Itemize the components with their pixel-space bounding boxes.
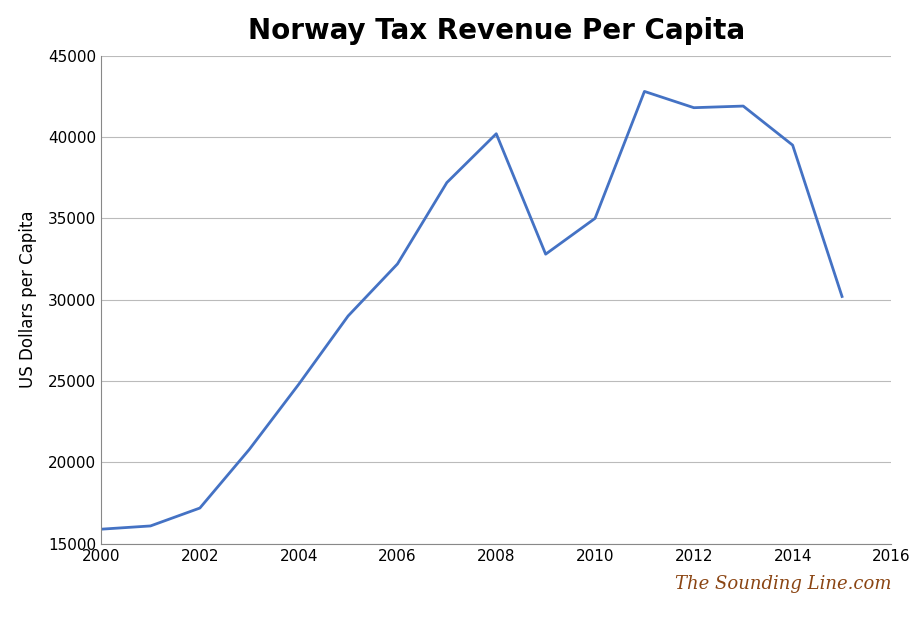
Text: The Sounding Line.com: The Sounding Line.com [675, 575, 891, 593]
Title: Norway Tax Revenue Per Capita: Norway Tax Revenue Per Capita [248, 17, 744, 45]
Y-axis label: US Dollars per Capita: US Dollars per Capita [19, 211, 37, 389]
